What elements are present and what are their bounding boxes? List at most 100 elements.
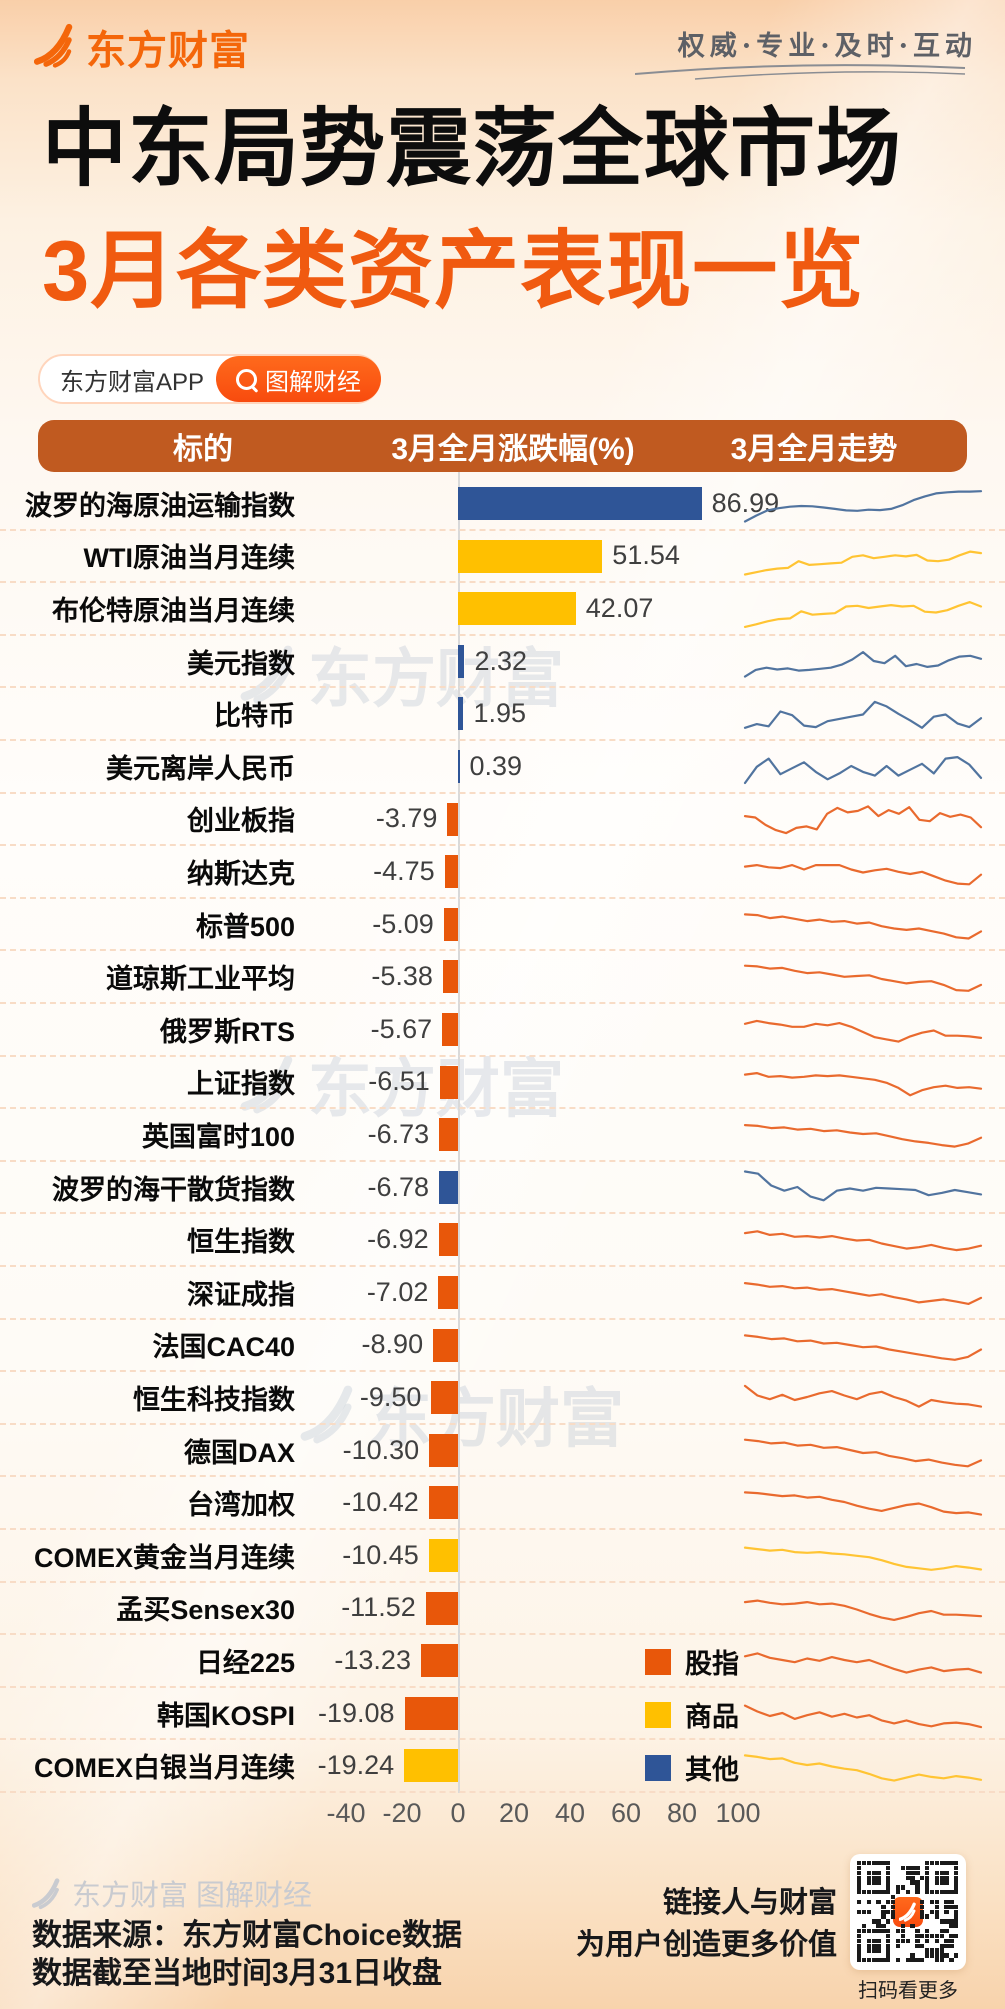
change-value: -5.67: [370, 1013, 433, 1044]
change-bar: [438, 1276, 458, 1309]
asset-label: WTI原油当月连续: [83, 543, 295, 574]
app-badge[interactable]: 东方财富APP 图解财经: [38, 354, 382, 404]
asset-row: 德国DAX -10.30: [0, 1425, 1005, 1478]
asset-label: 美元指数: [187, 648, 295, 679]
change-bar: [458, 539, 603, 573]
asset-label: 恒生科技指数: [133, 1384, 295, 1415]
change-value: -5.38: [371, 961, 433, 992]
change-bar: [458, 750, 460, 783]
change-value: 1.95: [473, 698, 527, 729]
qr-code[interactable]: [850, 1854, 966, 1970]
asset-label: 英国富时100: [141, 1121, 295, 1152]
change-bar: [447, 802, 458, 836]
change-value: -6.73: [367, 1118, 430, 1149]
change-value: -4.75: [373, 855, 435, 886]
legend-label: 商品: [685, 1702, 739, 1732]
change-bar: [439, 1170, 458, 1204]
change-bar: [458, 644, 465, 678]
asset-row: COMEX白银当月连续 -19.24: [0, 1740, 1005, 1793]
asset-row: 孟买Sensex30 -11.52: [0, 1583, 1005, 1636]
asset-label: 创业板指: [187, 806, 295, 837]
asset-label: 德国DAX: [183, 1437, 295, 1468]
change-value: -9.50: [359, 1381, 422, 1412]
asset-row: 美元离岸人民币 0.39: [0, 741, 1005, 794]
legend-label: 其他: [685, 1755, 739, 1785]
change-bar: [439, 1065, 458, 1099]
trend-sparkline: [743, 1124, 983, 1148]
x-axis-tick: 100: [715, 1798, 761, 1828]
trend-sparkline: [743, 1333, 983, 1361]
asset-row: 上证指数 -6.51: [0, 1057, 1005, 1110]
trend-sparkline: [743, 1170, 983, 1202]
change-bar: [444, 855, 458, 889]
trend-sparkline: [743, 490, 983, 523]
trend-sparkline: [743, 1652, 983, 1674]
column-header-target: 标的: [173, 433, 233, 466]
change-value: 42.07: [585, 592, 654, 623]
asset-row: 恒生指数 -6.92: [0, 1214, 1005, 1267]
change-value: -10.45: [342, 1539, 419, 1570]
trend-sparkline: [743, 1019, 983, 1043]
asset-label: COMEX黄金当月连续: [33, 1542, 295, 1573]
asset-row: 道琼斯工业平均 -5.38: [0, 951, 1005, 1004]
change-value: -19.24: [317, 1750, 395, 1781]
change-bar: [458, 697, 464, 731]
asset-label: 俄罗斯RTS: [160, 1016, 295, 1047]
legend-swatch-stock-index: [645, 1648, 671, 1675]
column-header-trend: 3月全月走势: [730, 433, 898, 466]
footer-brand-text: 东方财富 图解财经: [72, 1880, 313, 1912]
tagline-swoosh-decoration: [634, 58, 966, 85]
footer-brand: 东方财富 图解财经: [32, 1872, 312, 1914]
asset-row: 英国富时100 -6.73: [0, 1109, 1005, 1162]
change-value: -3.79: [375, 803, 438, 834]
x-axis-tick: 80: [666, 1798, 698, 1828]
zero-axis-line: [458, 472, 460, 1793]
column-badge-label: 图解财经: [265, 368, 362, 396]
trend-sparkline: [743, 701, 983, 730]
change-value: -13.23: [334, 1644, 411, 1675]
change-bar: [425, 1591, 458, 1625]
asset-label: 美元离岸人民币: [106, 753, 295, 784]
x-axis-tick: -20: [382, 1798, 422, 1828]
change-bar: [429, 1433, 458, 1467]
x-axis-tick: 20: [498, 1798, 530, 1828]
qr-caption: 扫码看更多: [858, 1980, 958, 2002]
x-axis-tick: -40: [326, 1798, 366, 1828]
legend-label: 股指: [685, 1649, 739, 1679]
trend-sparkline: [743, 1438, 983, 1468]
change-bar: [431, 1381, 458, 1415]
asset-row: 标普500 -5.09: [0, 899, 1005, 952]
trend-sparkline: [743, 1754, 983, 1783]
legend-item-stock-index: 股指: [645, 1642, 739, 1681]
asset-label: 波罗的海原油运输指数: [25, 490, 295, 521]
asset-row: 美元指数 2.32: [0, 636, 1005, 689]
trend-sparkline: [743, 1491, 983, 1517]
trend-sparkline: [743, 1704, 983, 1728]
search-icon: [236, 368, 258, 390]
asset-performance-chart: 波罗的海原油运输指数 86.99 WTI原油当月连续 51.54 布伦特原油当月连续 42…: [0, 472, 1005, 1793]
asset-row: 台湾加权 -10.42: [0, 1477, 1005, 1530]
trend-sparkline: [743, 1384, 983, 1408]
change-value: -6.51: [368, 1066, 430, 1097]
change-value: -5.09: [372, 908, 434, 939]
column-header-change: 3月全月涨跌幅(%): [391, 433, 635, 466]
asset-row: 波罗的海干散货指数 -6.78: [0, 1162, 1005, 1215]
change-value: 2.32: [474, 645, 528, 676]
asset-label: 纳斯达克: [187, 858, 295, 889]
asset-row: 日经225 -13.23: [0, 1635, 1005, 1688]
brand-logo-text: 东方财富: [86, 29, 250, 73]
asset-row: 纳斯达克 -4.75: [0, 846, 1005, 899]
column-badge[interactable]: 图解财经: [216, 356, 382, 402]
change-value: -6.92: [367, 1224, 429, 1255]
trend-sparkline: [743, 1230, 983, 1252]
asset-label: 深证成指: [187, 1279, 295, 1310]
change-value: 86.99: [711, 487, 780, 518]
x-axis-tick: 40: [554, 1798, 586, 1828]
change-value: -11.52: [341, 1592, 416, 1623]
asset-row: 俄罗斯RTS -5.67: [0, 1004, 1005, 1057]
footer-slogan-line1: 链接人与财富: [662, 1887, 837, 1919]
change-bar: [404, 1696, 458, 1730]
change-bar: [404, 1749, 458, 1783]
change-bar: [433, 1328, 458, 1362]
table-header: 标的 3月全月涨跌幅(%) 3月全月走势: [38, 420, 967, 472]
